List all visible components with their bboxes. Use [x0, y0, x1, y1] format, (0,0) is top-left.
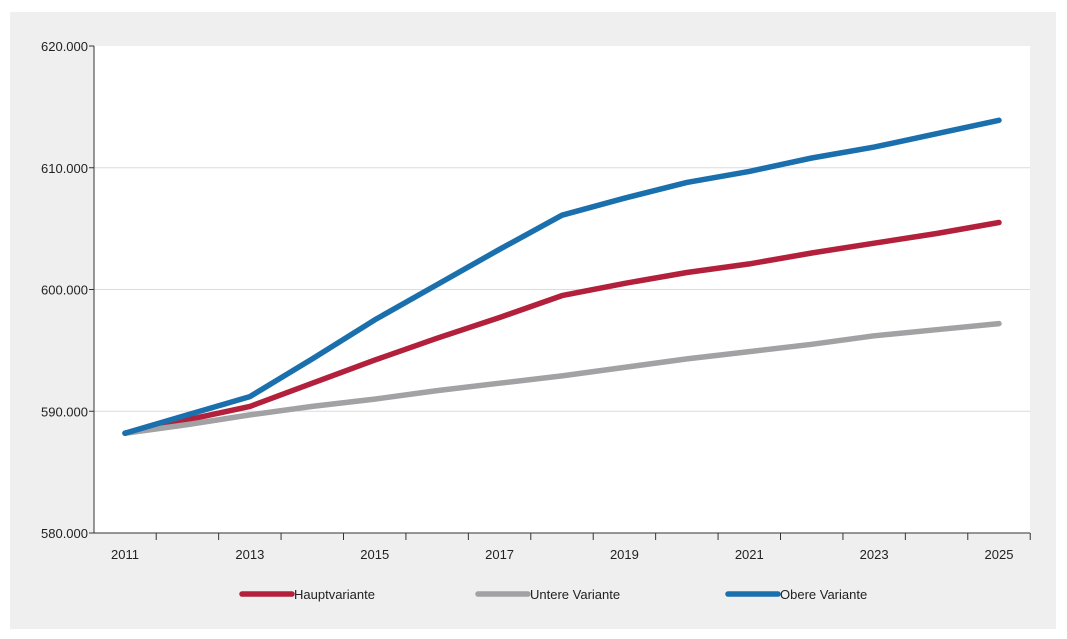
x-tick-label: 2017: [485, 547, 514, 562]
line-chart: 580.000 590.000 600.000 610.000 620.000 2011 2…: [41, 39, 1031, 602]
x-tick-label: 2011: [111, 547, 139, 562]
y-tick-label: 610.000: [41, 161, 88, 176]
gridlines: [94, 167, 1030, 412]
legend: Hauptvariante Untere Variante Obere Varian…: [239, 587, 867, 602]
series-line-hauptvariante: [122, 219, 1002, 436]
x-tick-label: 2023: [860, 547, 889, 562]
y-tick-label: 590.000: [41, 404, 88, 419]
x-tick-label: 2021: [735, 547, 764, 562]
y-tick-label: 580.000: [41, 526, 88, 541]
chart-panel: 580.000 590.000 600.000 610.000 620.000 2011 2…: [10, 12, 1056, 629]
legend-label: Untere Variante: [530, 587, 620, 602]
series-line-obere-variante: [122, 117, 1002, 436]
axes: 580.000 590.000 600.000 610.000 620.000 2011 2…: [41, 39, 1031, 562]
x-tick-label: 2025: [985, 547, 1014, 562]
y-tick-label: 600.000: [41, 283, 88, 298]
x-tick-label: 2013: [235, 547, 264, 562]
y-tick-label: 620.000: [41, 39, 88, 54]
series-line-untere-variante: [122, 320, 1002, 436]
x-tick-label: 2015: [360, 547, 389, 562]
legend-label: Hauptvariante: [294, 587, 375, 602]
legend-label: Obere Variante: [780, 587, 867, 602]
x-tick-label: 2019: [610, 547, 639, 562]
series-lines: [122, 117, 1002, 436]
